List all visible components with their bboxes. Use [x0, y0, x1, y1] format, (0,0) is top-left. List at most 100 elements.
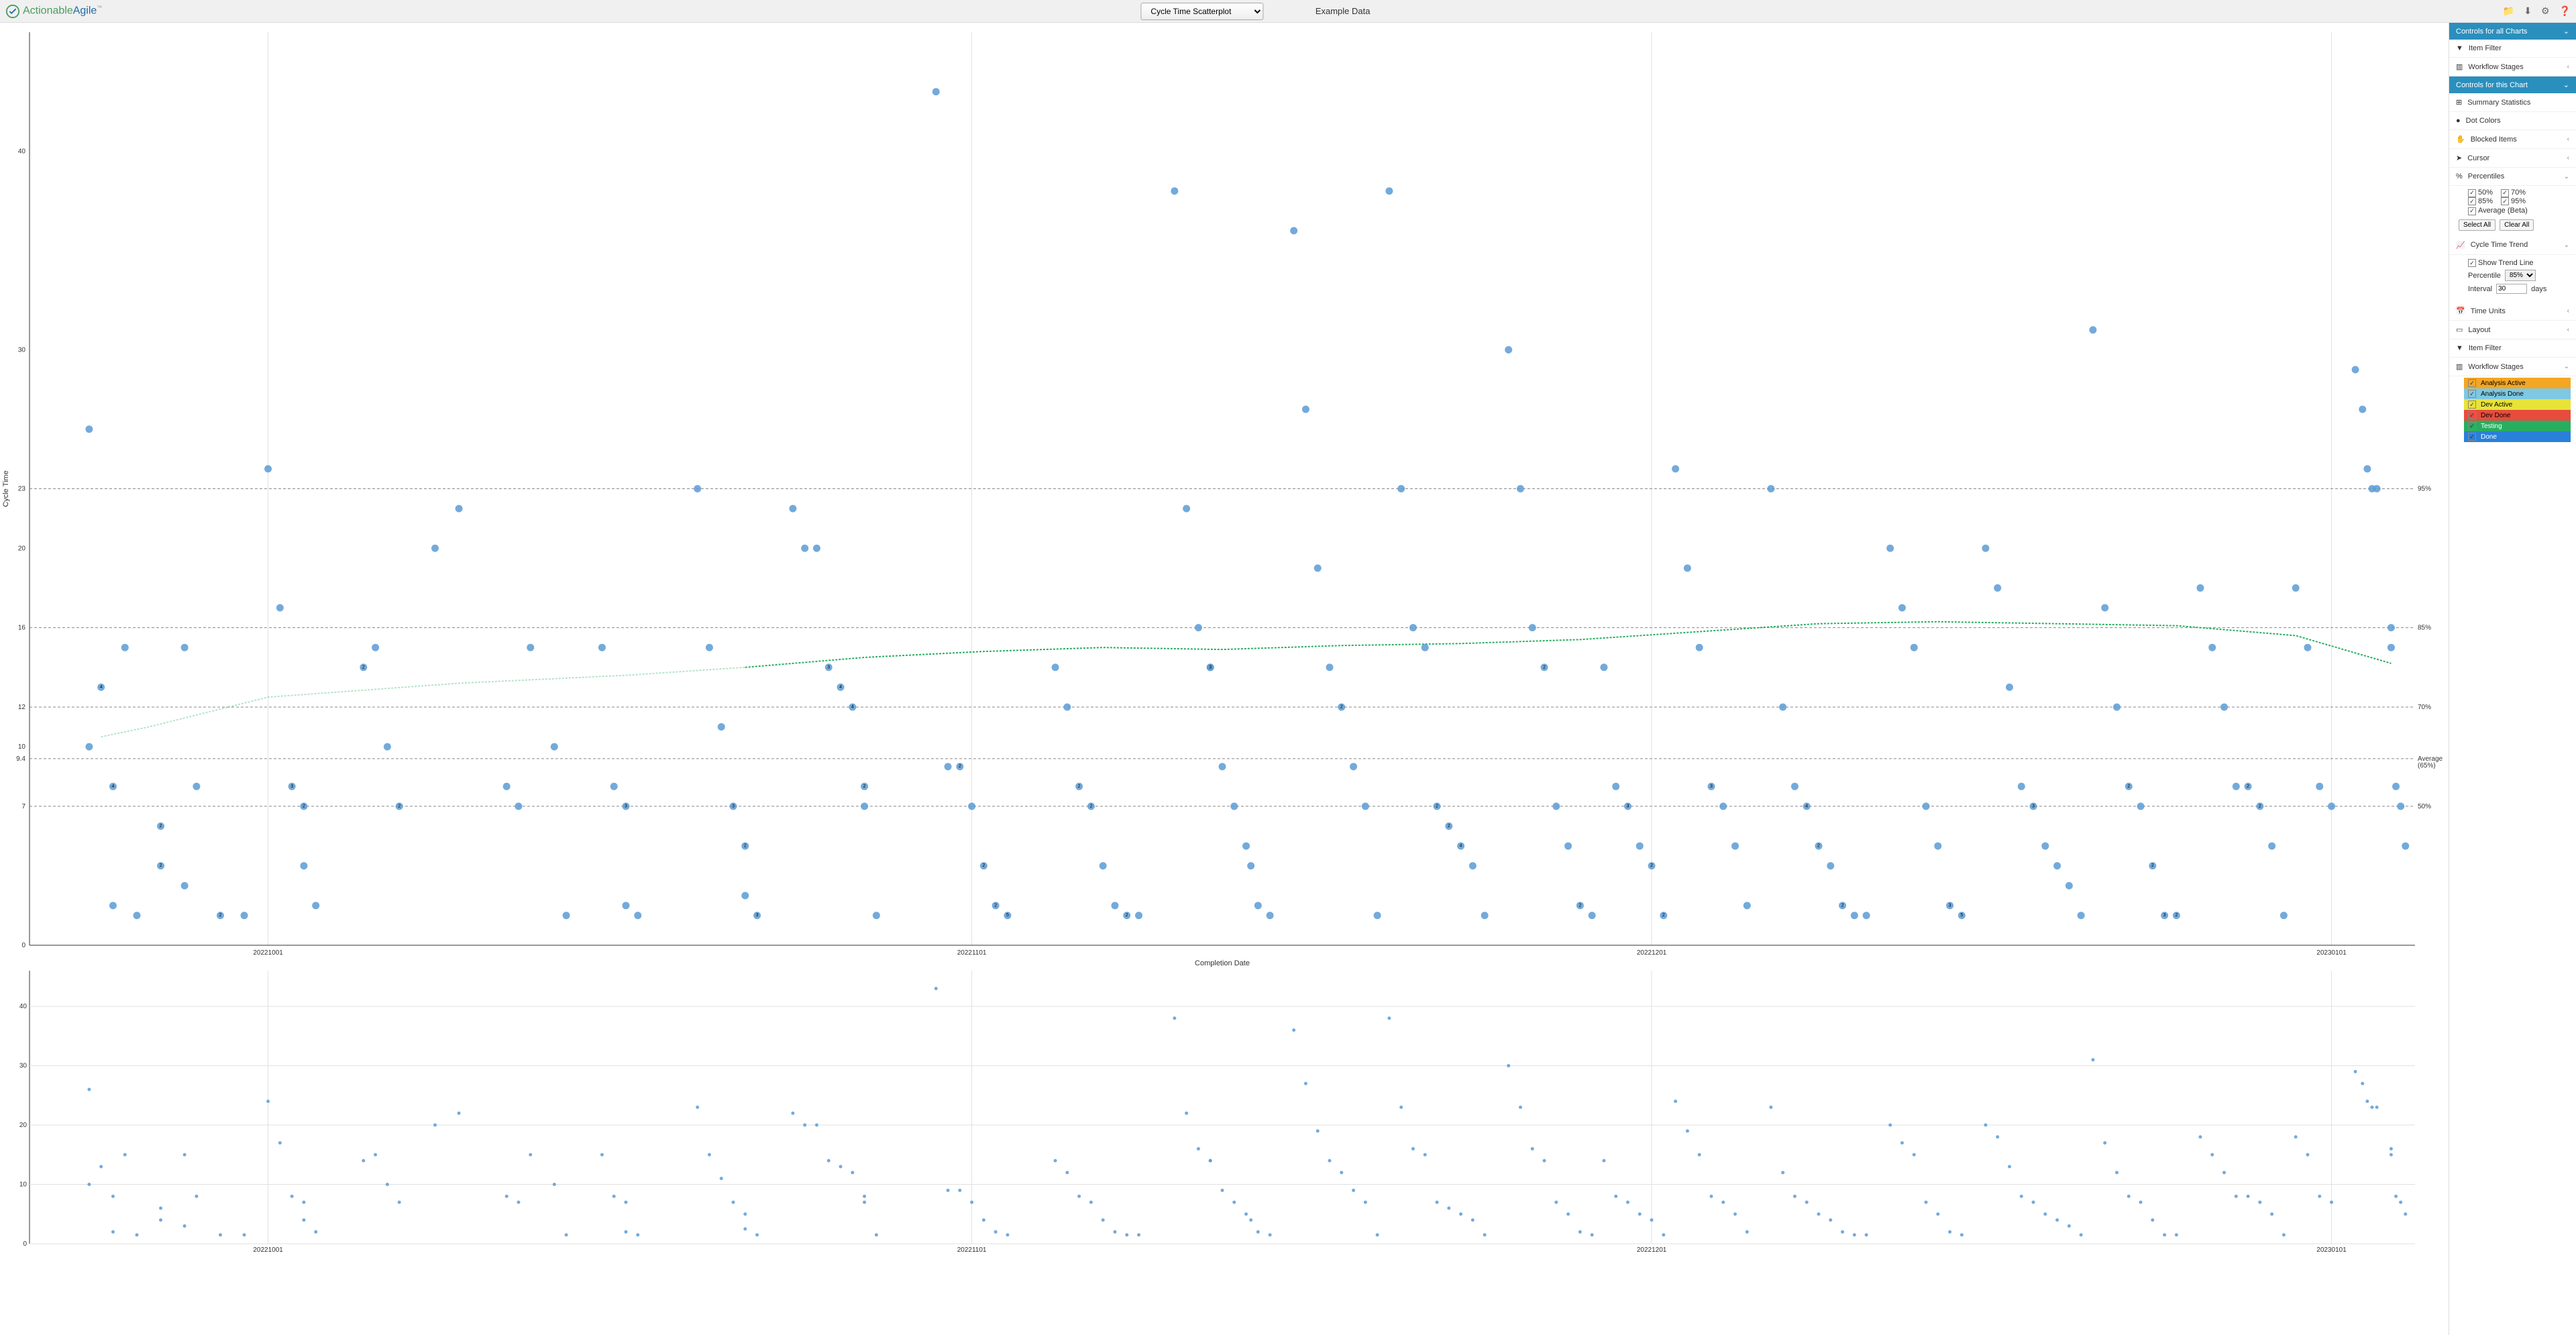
chart-type-select[interactable]: Cycle Time Scatterplot: [1140, 3, 1263, 20]
svg-text:20221201: 20221201: [1637, 949, 1667, 957]
pct-85-check[interactable]: 85%: [2468, 197, 2493, 206]
chevron-down-icon: ⌄: [2564, 242, 2569, 249]
svg-text:2: 2: [1436, 804, 1438, 808]
gear-icon[interactable]: ⚙: [2541, 5, 2550, 17]
interval-label: Interval: [2468, 285, 2492, 293]
svg-text:(65%): (65%): [2418, 762, 2436, 769]
clear-all-button[interactable]: Clear All: [2500, 219, 2534, 231]
stage-done[interactable]: Done: [2464, 431, 2571, 442]
pct-70-check[interactable]: 70%: [2501, 189, 2526, 197]
summary-stats[interactable]: ⊞Summary Statistics: [2449, 93, 2576, 112]
svg-text:12: 12: [18, 704, 26, 711]
controls-this-header[interactable]: Controls for this Chart⌄: [2449, 76, 2576, 93]
svg-text:20221001: 20221001: [253, 949, 283, 957]
cursor[interactable]: ➤Cursor‹: [2449, 149, 2576, 168]
logo: ActionableAgile™: [5, 4, 102, 19]
svg-text:5: 5: [1006, 913, 1009, 918]
stage-analysis-active[interactable]: Analysis Active: [2464, 378, 2571, 388]
svg-text:2: 2: [160, 863, 162, 868]
svg-text:3: 3: [756, 913, 759, 918]
svg-text:3: 3: [1209, 665, 1212, 670]
chevron-down-icon: ⌄: [2563, 81, 2569, 89]
svg-text:10: 10: [18, 743, 26, 751]
blocked-items[interactable]: ✋Blocked Items‹: [2449, 130, 2576, 149]
svg-text:3: 3: [290, 784, 293, 789]
svg-text:2: 2: [1089, 804, 1092, 808]
columns-icon: ▥: [2456, 62, 2463, 71]
scatterplot-overview[interactable]: 2022100120221101202212012023010101020304…: [0, 968, 2449, 1256]
chevron-left-icon: ‹: [2567, 307, 2569, 315]
svg-text:5: 5: [1960, 913, 1963, 918]
logo-text: ActionableAgile™: [23, 5, 102, 17]
hand-icon: ✋: [2456, 135, 2465, 144]
svg-text:2: 2: [1662, 913, 1665, 918]
logo-icon: [5, 4, 20, 19]
filter-icon: ▼: [2456, 44, 2463, 52]
pct-95-check[interactable]: 95%: [2501, 197, 2526, 206]
workflow-stages[interactable]: ▥Workflow Stages‹: [2449, 58, 2576, 76]
svg-text:30: 30: [18, 346, 26, 354]
svg-text:20230101: 20230101: [2316, 1246, 2347, 1254]
svg-text:3: 3: [2032, 804, 2035, 808]
svg-text:2: 2: [1841, 903, 1844, 908]
percentiles[interactable]: %Percentiles⌄: [2449, 168, 2576, 186]
help-icon[interactable]: ❓: [2559, 5, 2571, 17]
percentile-select[interactable]: 85%: [2505, 270, 2536, 281]
svg-text:4: 4: [112, 784, 115, 789]
svg-text:2: 2: [303, 804, 305, 808]
percentile-label: Percentile: [2468, 272, 2501, 280]
folder-icon[interactable]: 📁: [2503, 5, 2514, 17]
time-units[interactable]: 📅Time Units‹: [2449, 302, 2576, 321]
item-filter[interactable]: ▼Item Filter: [2449, 40, 2576, 58]
svg-text:2: 2: [362, 665, 365, 670]
svg-text:4: 4: [851, 704, 854, 709]
svg-text:70%: 70%: [2418, 704, 2431, 711]
trend-icon: 📈: [2456, 241, 2465, 250]
layout[interactable]: ▭Layout‹: [2449, 321, 2576, 339]
controls-all-header[interactable]: Controls for all Charts⌄: [2449, 23, 2576, 40]
workflow-stages-2[interactable]: ▥Workflow Stages⌄: [2449, 358, 2576, 376]
svg-text:2: 2: [863, 784, 866, 789]
svg-text:2: 2: [1650, 863, 1653, 868]
svg-text:3: 3: [1949, 903, 1951, 908]
layout-icon: ▭: [2456, 325, 2463, 334]
download-icon[interactable]: ⬇: [2524, 5, 2532, 17]
chevron-left-icon: ‹: [2567, 326, 2569, 333]
svg-text:30: 30: [19, 1063, 28, 1070]
calendar-icon: 📅: [2456, 307, 2465, 315]
svg-text:20: 20: [19, 1122, 28, 1129]
svg-text:20221201: 20221201: [1637, 1246, 1667, 1254]
scatterplot-main[interactable]: 20221001202211012022120120230101079.4101…: [0, 25, 2449, 968]
dot-colors[interactable]: ●Dot Colors: [2449, 112, 2576, 130]
show-trend-check[interactable]: Show Trend Line: [2468, 259, 2534, 268]
svg-text:2: 2: [1817, 844, 1820, 849]
svg-text:4: 4: [1460, 844, 1462, 849]
svg-text:2: 2: [160, 824, 162, 829]
svg-text:2: 2: [744, 844, 747, 849]
stage-dev-active[interactable]: Dev Active: [2464, 399, 2571, 410]
svg-text:2: 2: [1078, 784, 1081, 789]
pct-50-check[interactable]: 50%: [2468, 189, 2493, 197]
svg-text:2: 2: [1543, 665, 1546, 670]
item-filter-2[interactable]: ▼Item Filter: [2449, 339, 2576, 358]
svg-text:20221101: 20221101: [957, 949, 987, 957]
svg-text:2: 2: [1340, 704, 1343, 709]
columns-icon: ▥: [2456, 362, 2463, 371]
select-all-button[interactable]: Select All: [2459, 219, 2496, 231]
svg-text:Completion Date: Completion Date: [1195, 959, 1250, 967]
avg-check[interactable]: Average (Beta): [2468, 207, 2528, 215]
data-title: Example Data: [1316, 6, 1371, 16]
svg-text:50%: 50%: [2418, 803, 2431, 810]
cycle-time-trend[interactable]: 📈Cycle Time Trend⌄: [2449, 236, 2576, 255]
svg-text:85%: 85%: [2418, 625, 2431, 632]
svg-text:3: 3: [625, 804, 627, 808]
svg-text:2: 2: [2175, 913, 2178, 918]
stage-testing[interactable]: Testing: [2464, 421, 2571, 431]
svg-text:9.4: 9.4: [16, 755, 25, 763]
stage-analysis-done[interactable]: Analysis Done: [2464, 388, 2571, 399]
svg-text:4: 4: [1805, 804, 1808, 808]
interval-input[interactable]: [2496, 284, 2527, 294]
svg-text:10: 10: [19, 1181, 28, 1189]
stage-dev-done[interactable]: Dev Done: [2464, 410, 2571, 421]
percent-icon: %: [2456, 172, 2463, 180]
